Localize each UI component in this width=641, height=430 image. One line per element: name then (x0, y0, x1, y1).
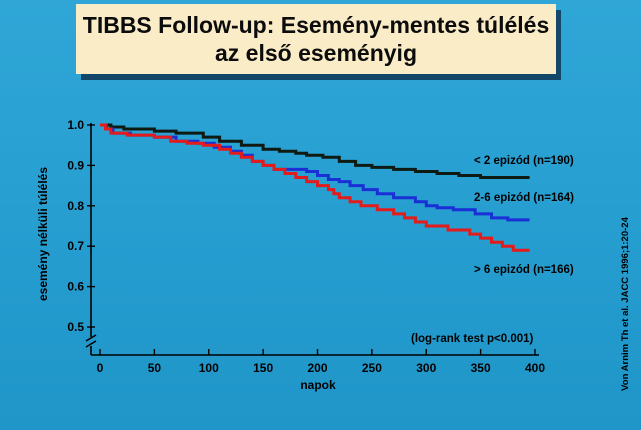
x-tick-label: 150 (253, 361, 273, 375)
title-line-2: az első eseményig (215, 40, 417, 66)
x-axis-title: napok (300, 378, 336, 392)
x-tick-label: 200 (307, 361, 327, 375)
title-line-1: TIBBS Follow-up: Esemény-mentes túlélés (82, 12, 550, 38)
x-tick-label: 100 (199, 361, 219, 375)
source-citation: Von Arnim Th et al. JACC 1996;1:20-24 (620, 216, 631, 390)
x-tick-label: 250 (362, 361, 382, 375)
series-label-3: > 6 epizód (n=166) (474, 264, 574, 276)
axis-break-mark (85, 334, 97, 348)
log-rank-annotation: (log-rank test p<0.001) (411, 333, 534, 345)
y-tick-label: 0.7 (67, 239, 84, 253)
y-tick-label: 0.6 (67, 280, 84, 294)
title-box: TIBBS Follow-up: Esemény-mentes túlélés … (76, 4, 556, 74)
y-axis-title: esemény nélküli túlélés (36, 167, 50, 301)
x-tick-label: 300 (416, 361, 436, 375)
series-line-1 (100, 123, 530, 179)
series-labels: < 2 epizód (n=190) 2-6 epizód (n=164) > 6 … (474, 155, 574, 276)
series-lines (100, 123, 530, 252)
x-tick-label: 350 (471, 361, 491, 375)
x-tick-label: 50 (148, 361, 162, 375)
series-label-2: 2-6 epizód (n=164) (474, 192, 574, 204)
y-tick-label: 1.0 (67, 118, 84, 132)
axes: 1.0 0.9 0.8 0.7 0.6 0.5 0 50 100 150 200 250 300 350 4… (67, 118, 545, 375)
series-line-2 (100, 123, 530, 222)
y-tick-label: 0.9 (67, 158, 84, 172)
y-tick-label: 0.5 (67, 320, 84, 334)
series-label-1: < 2 epizód (n=190) (474, 155, 574, 167)
y-tick-label: 0.8 (67, 199, 84, 213)
x-tick-label: 0 (97, 361, 104, 375)
series-line-3 (100, 123, 530, 252)
x-tick-label: 400 (525, 361, 545, 375)
